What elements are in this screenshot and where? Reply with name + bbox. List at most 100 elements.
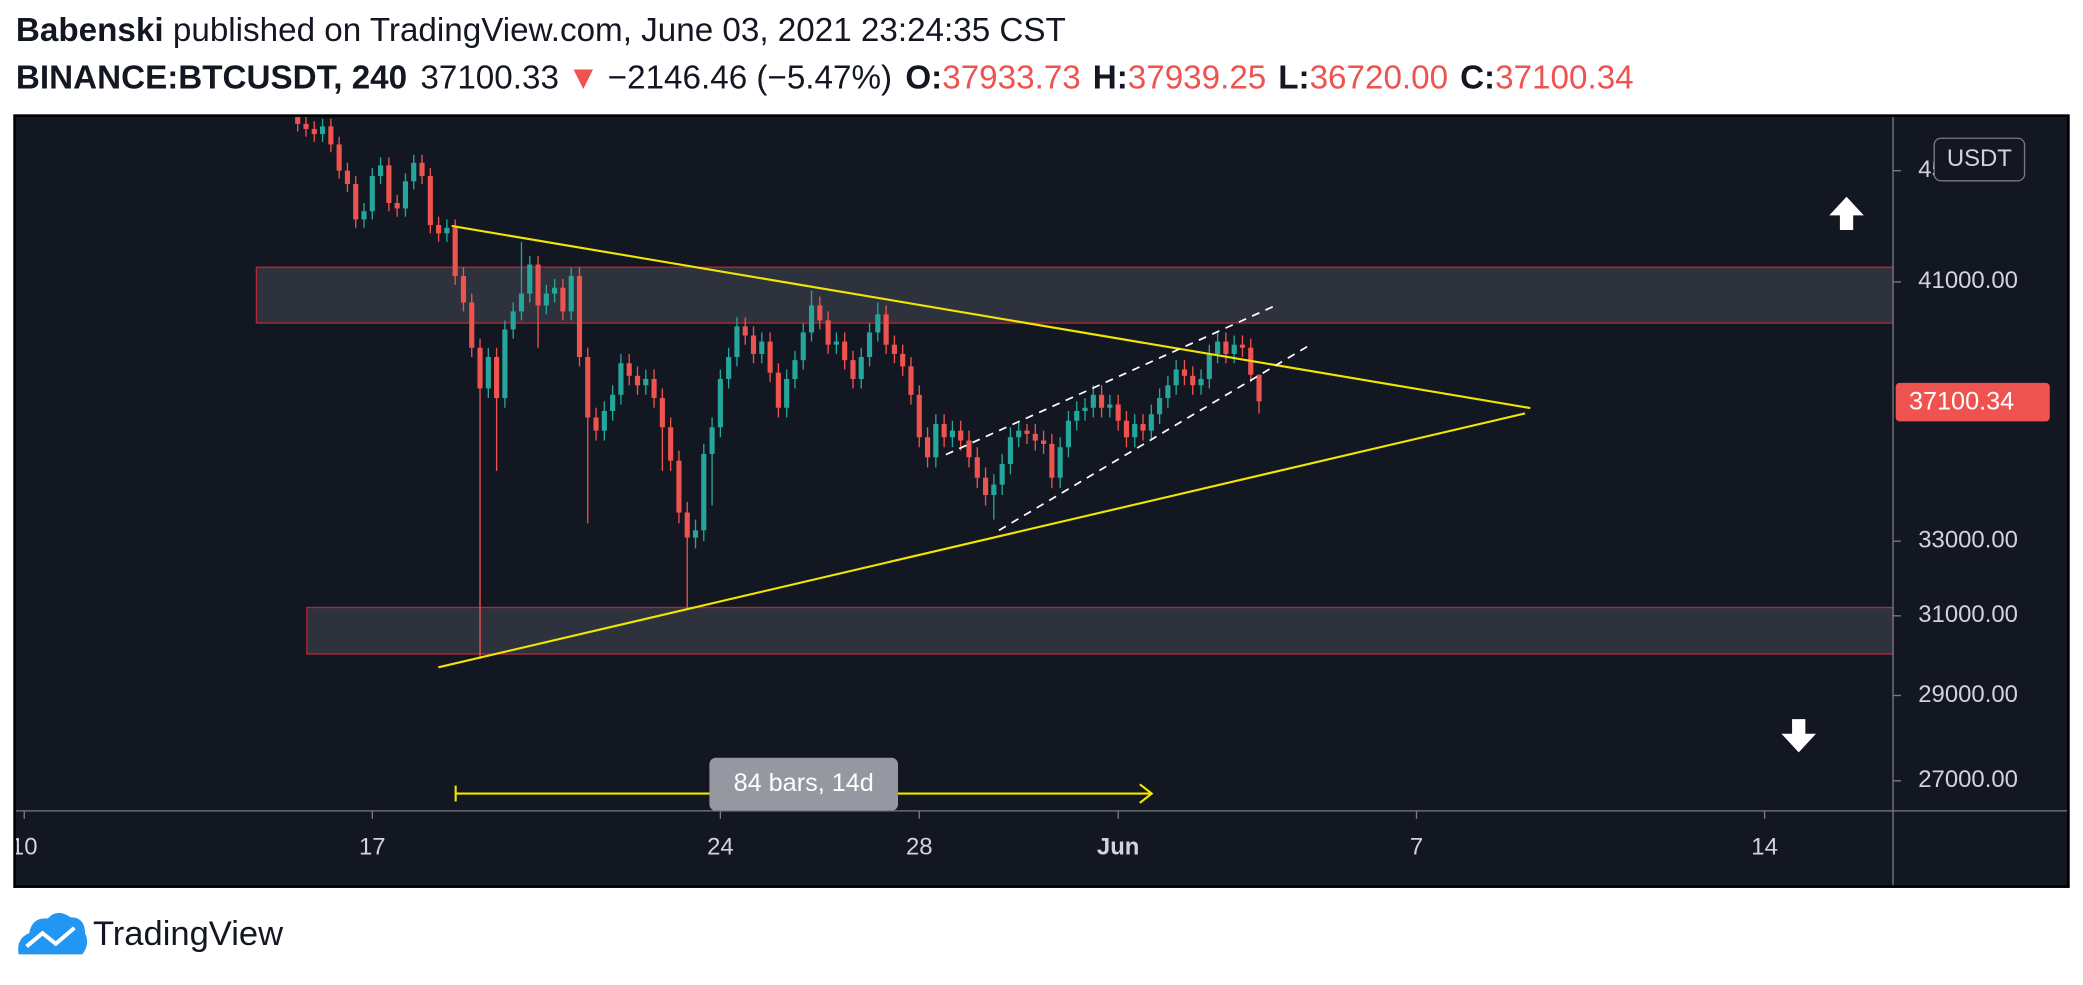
candle-body: [709, 427, 715, 454]
resistance-zone: [255, 266, 1894, 324]
candle-body: [336, 144, 342, 171]
candle-body: [999, 464, 1005, 485]
y-tick-label: 29000.00: [1918, 681, 2018, 708]
candle-body: [585, 357, 591, 418]
x-tick-label: 7: [1410, 833, 1423, 860]
measure-box: [709, 757, 899, 811]
candle-body: [436, 224, 442, 234]
low-value: 36720.00: [1310, 60, 1449, 97]
price-label: 37100.34: [1909, 387, 2014, 415]
candle-body: [866, 332, 873, 358]
candle-body: [1140, 424, 1146, 431]
candle-body: [485, 357, 491, 389]
candle-body: [477, 347, 483, 389]
candle-body: [1157, 398, 1163, 415]
candle-body: [469, 302, 475, 348]
x-tick-label: 10: [11, 833, 38, 860]
candle-body: [402, 181, 409, 209]
up-arrow: [1829, 196, 1864, 230]
candle-body: [991, 484, 997, 496]
open-value: 37933.73: [942, 60, 1081, 97]
candle-body: [692, 530, 699, 538]
close-label: C:: [1460, 60, 1495, 97]
x-tick-label: 28: [906, 833, 933, 860]
candle-body: [593, 417, 599, 431]
candle-body: [502, 329, 508, 399]
y-tick-label: 31000.00: [1918, 601, 2018, 628]
brand-logo: [18, 912, 88, 955]
candle-body: [361, 211, 367, 220]
candle-body: [717, 378, 723, 428]
candle-body: [560, 287, 566, 312]
candle-body: [941, 424, 947, 438]
candle-body: [933, 424, 939, 458]
candle-body: [328, 126, 334, 145]
candle-body: [601, 410, 607, 431]
candles: [295, 116, 1262, 659]
candle-body: [767, 341, 773, 373]
candle-body: [842, 341, 848, 361]
candle-body: [1256, 374, 1262, 402]
candle-body: [750, 335, 757, 354]
author: Babenski: [16, 12, 164, 49]
chart-panel: [13, 114, 2070, 888]
candle-body: [386, 165, 392, 203]
close-value: 37100.34: [1495, 60, 1634, 97]
candle-body: [659, 398, 665, 428]
candle-body: [353, 184, 359, 220]
candle-body: [792, 360, 798, 379]
candle-body: [568, 276, 574, 312]
support-zone: [306, 606, 1894, 655]
axes: 45000.0041000.0033000.0031000.0029000.00…: [11, 156, 2018, 860]
candle-body: [1115, 404, 1121, 421]
candle-body: [949, 430, 955, 438]
plot-area: [255, 266, 1894, 655]
candle-body: [543, 293, 549, 306]
candle-body: [1190, 375, 1196, 386]
candle-body: [295, 116, 301, 124]
candle-body: [419, 162, 425, 177]
candle-body: [1123, 420, 1130, 438]
candle-body: [974, 457, 980, 478]
publish-line: Babenski published on TradingView.com, Ju…: [16, 12, 1066, 49]
measure-label: 84 bars, 14d: [734, 769, 874, 797]
candle-body: [833, 341, 839, 345]
candle-body: [908, 366, 914, 395]
candle-body: [759, 341, 765, 354]
candle-body: [982, 477, 989, 496]
currency-badge: USDT: [1933, 137, 2026, 182]
candle-body: [634, 375, 641, 386]
candle-body: [668, 427, 674, 461]
candle-body: [1057, 447, 1063, 478]
candle-body: [1148, 414, 1154, 431]
candle-body: [1032, 433, 1038, 441]
candle-body: [817, 305, 823, 321]
candle-body: [684, 512, 690, 538]
candle-body: [651, 378, 657, 399]
candle-body: [850, 360, 856, 379]
candle-body: [1049, 443, 1055, 478]
candle-body: [618, 363, 624, 395]
x-tick-label: 14: [1751, 833, 1778, 860]
candle-body: [1082, 407, 1088, 411]
change-arrow: ▼: [567, 60, 600, 97]
candle-body: [825, 320, 831, 345]
x-tick-label: 17: [359, 833, 386, 860]
candle-body: [1024, 430, 1030, 434]
low-label: L:: [1278, 60, 1309, 97]
candle-body: [1016, 430, 1022, 438]
candle-body: [610, 394, 616, 411]
x-tick-label: 24: [707, 833, 734, 860]
candle-body: [535, 264, 541, 306]
candle-body: [784, 378, 790, 408]
candle-body: [900, 353, 906, 367]
candle-body: [924, 437, 931, 458]
candle-body: [883, 314, 889, 345]
brand-name: TradingView: [93, 915, 284, 953]
candle-body: [1215, 341, 1221, 354]
candle-body: [966, 440, 972, 458]
candle-body: [444, 227, 450, 234]
candle-body: [1231, 344, 1237, 354]
candle-body: [311, 128, 317, 135]
